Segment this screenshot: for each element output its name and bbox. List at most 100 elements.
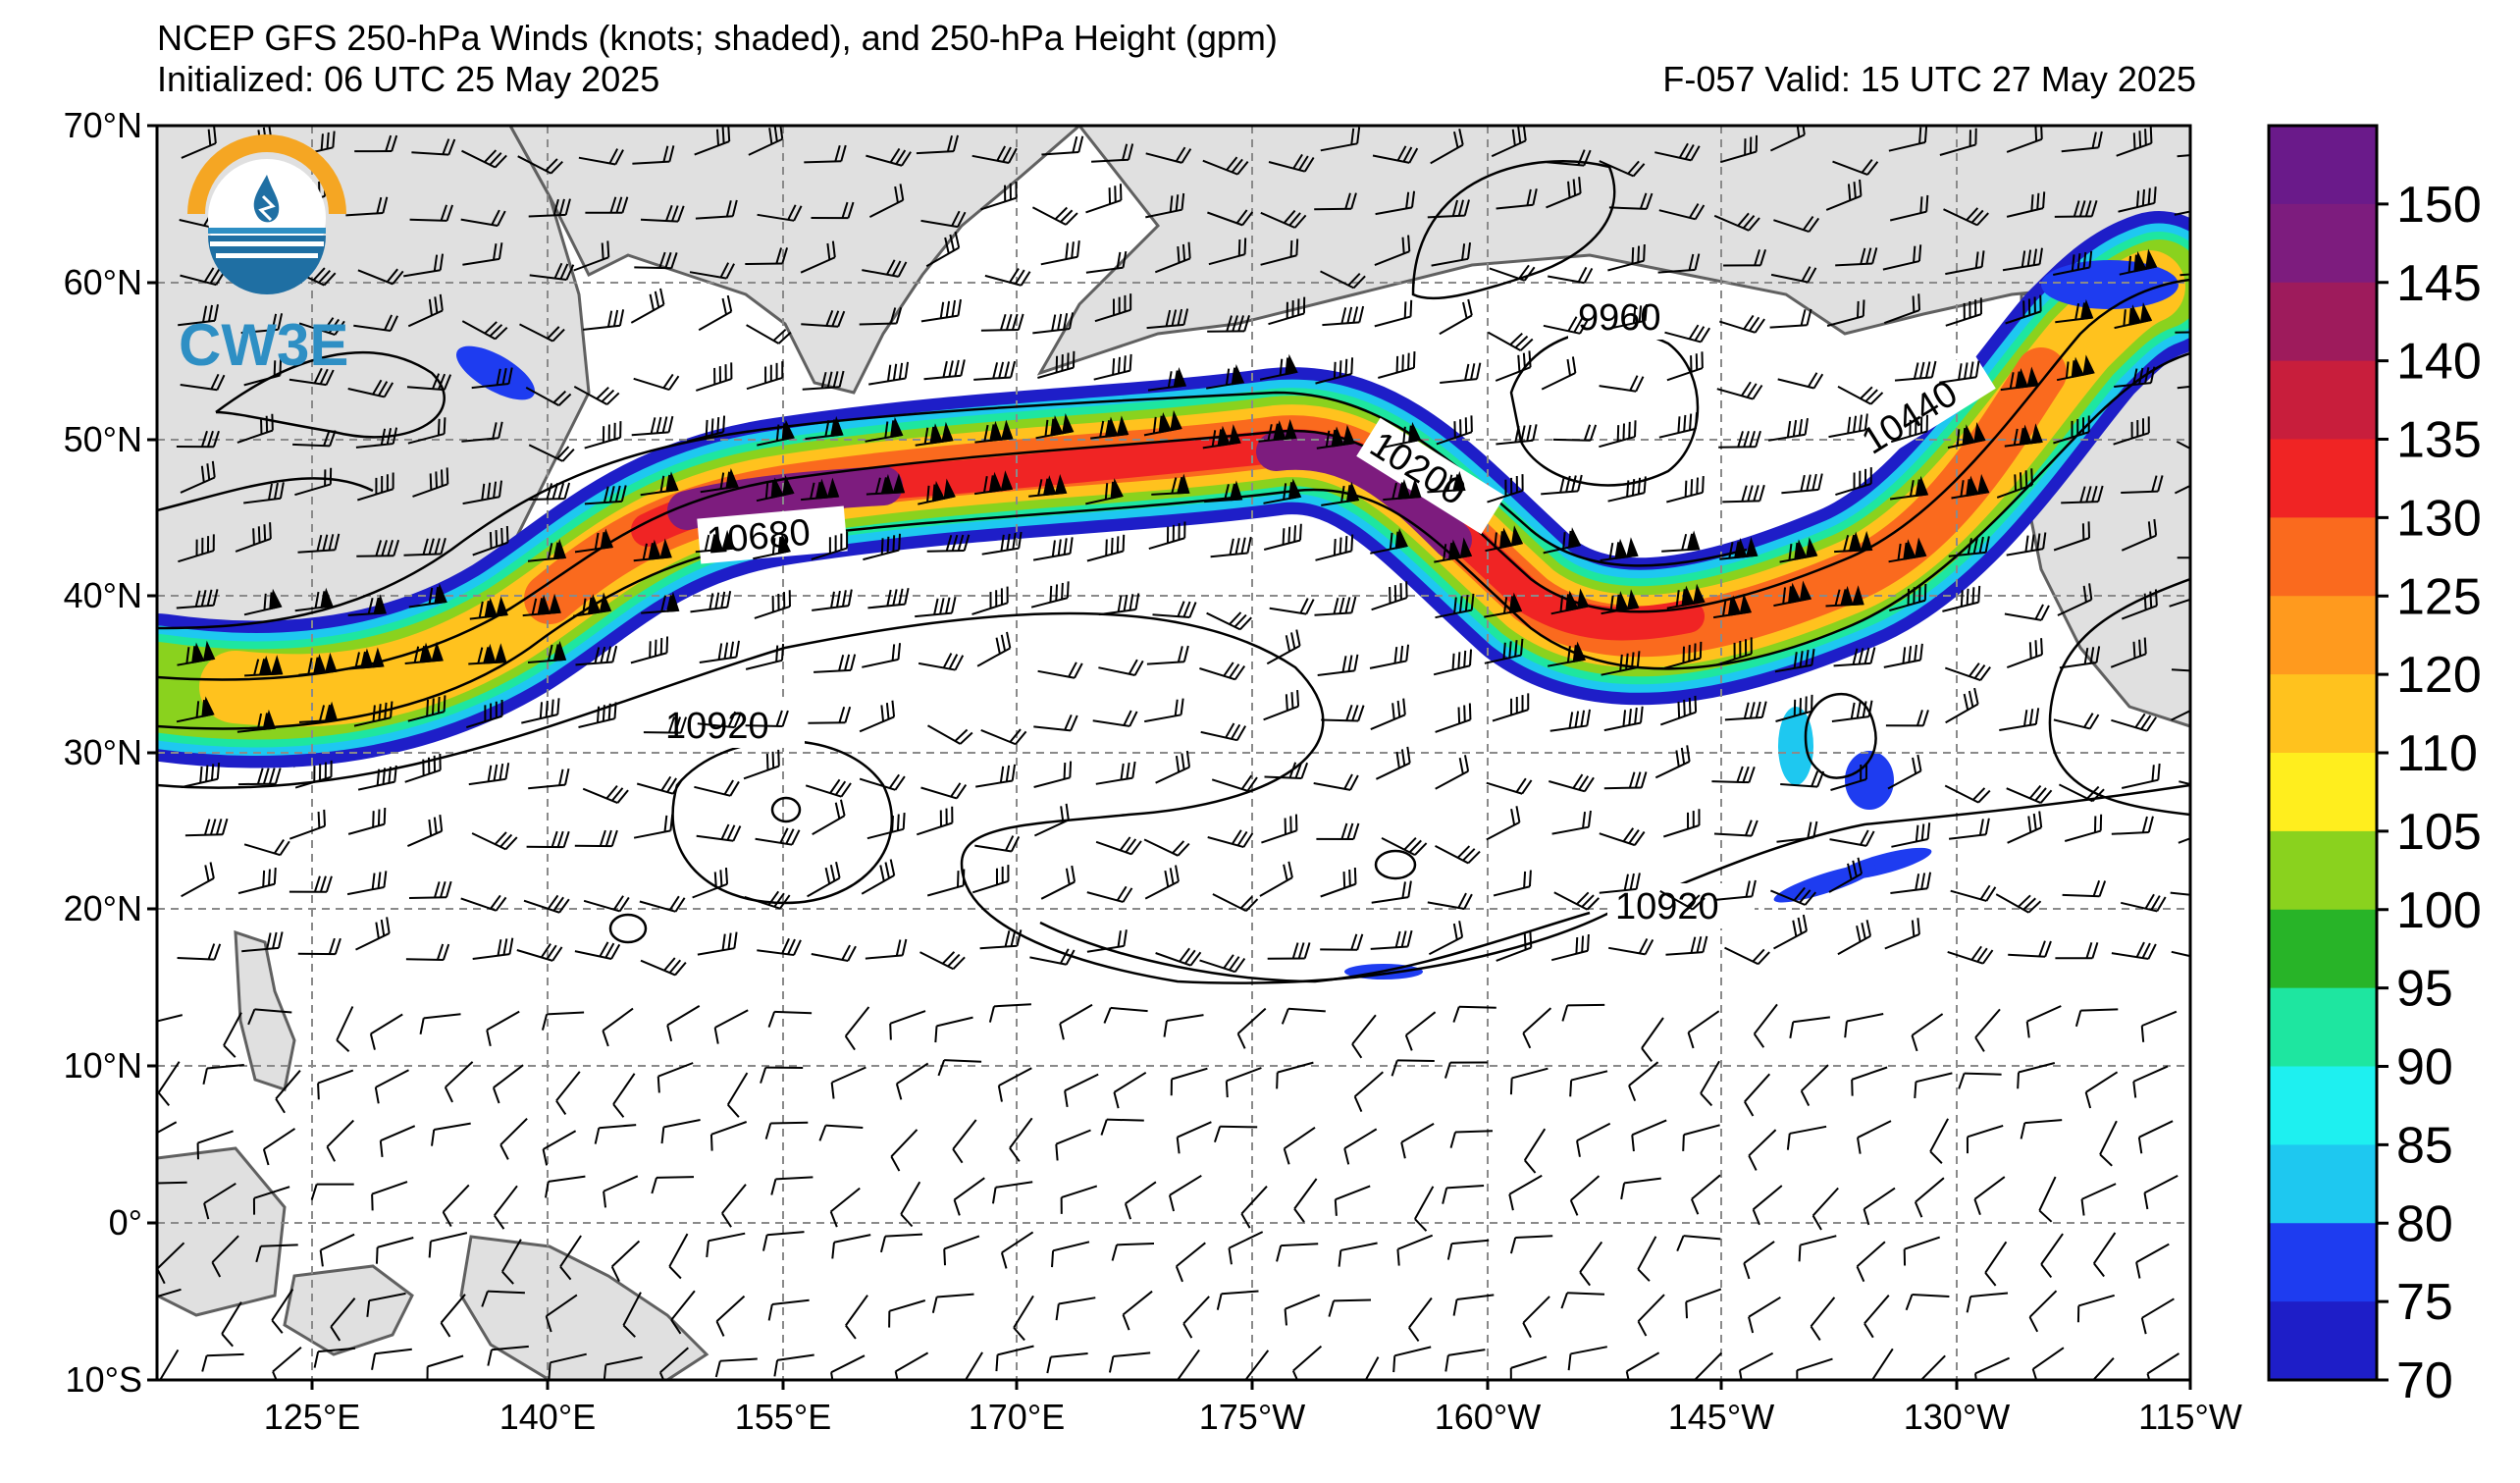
wind-barb — [1576, 1122, 1611, 1157]
colorbar-label: 150 — [2396, 177, 2482, 234]
lon-label-170e: 170°E — [969, 1397, 1065, 1437]
wind-barb — [866, 473, 906, 496]
wind-barb — [1124, 1181, 1157, 1220]
wind-barb — [1144, 698, 1184, 723]
wind-barb — [1435, 845, 1481, 865]
wind-barb — [1724, 946, 1770, 966]
wind-barb — [1599, 827, 1646, 847]
wind-barb — [1543, 527, 1582, 555]
wind-barb — [500, 1239, 522, 1285]
wind-barb — [375, 1237, 414, 1264]
wind-barb — [528, 198, 571, 218]
wind-barb — [2038, 1176, 2057, 1223]
wind-barb — [555, 1071, 581, 1115]
lat-label-equator: 0° — [109, 1202, 142, 1243]
wind-barb — [1659, 890, 1706, 911]
wind-barb — [1661, 530, 1701, 553]
wind-barb — [943, 1235, 980, 1266]
wind-barb — [974, 835, 1021, 853]
wind-barb — [240, 313, 284, 335]
wind-barb — [1334, 1185, 1371, 1216]
wind-barb — [326, 1119, 355, 1162]
indonesia-land — [283, 1264, 414, 1356]
wind-barb — [696, 823, 742, 842]
contour-cutoff — [1804, 692, 1877, 779]
wind-barb — [997, 1067, 1032, 1102]
wind-barb — [754, 590, 791, 619]
wind-barb — [1236, 1007, 1267, 1049]
wind-barb — [1151, 473, 1190, 496]
wind-barb — [357, 765, 397, 791]
wind-barb — [1767, 417, 1809, 442]
wind-barb — [487, 1345, 529, 1366]
wind-barb — [1825, 179, 1863, 211]
wind-barb — [1607, 476, 1647, 503]
wind-barb — [471, 367, 513, 390]
wind-barb — [2025, 1005, 2062, 1038]
wind-barb — [1170, 1067, 1208, 1096]
wind-barb — [988, 1003, 1031, 1023]
wind-barb — [1687, 1010, 1720, 1049]
wind-barb — [181, 762, 221, 789]
wind-barb — [811, 201, 855, 220]
wind-barb — [756, 475, 795, 503]
wind-barb — [347, 807, 387, 835]
wind-barb — [1032, 312, 1075, 335]
wind-barb — [1266, 629, 1301, 665]
wind-barb — [292, 429, 337, 448]
wind-barb — [991, 1181, 1033, 1204]
wind-barb — [1958, 1072, 2002, 1089]
wind-barb — [1947, 422, 1986, 450]
wind-barb — [1713, 820, 1759, 837]
wind-barb — [862, 643, 902, 668]
wind-barb — [1033, 714, 1078, 732]
wind-barb — [289, 875, 333, 893]
wind-barb — [1031, 206, 1078, 226]
wind-barb — [2053, 250, 2093, 276]
wind-barb — [633, 373, 680, 391]
wind-barb — [541, 1011, 585, 1031]
colorbar-swatch — [2269, 909, 2377, 989]
wind-barb — [353, 314, 398, 332]
wind-barb — [357, 472, 394, 502]
wind-barb — [1414, 1186, 1435, 1232]
wind-barb — [695, 529, 735, 554]
wind-barb — [573, 240, 610, 272]
wind-barb — [1085, 250, 1128, 274]
wind-barb — [1718, 430, 1761, 449]
wind-barb — [633, 814, 674, 839]
wind-barb — [1260, 238, 1299, 266]
wind-barb — [407, 695, 446, 722]
wind-barb — [639, 895, 686, 913]
wind-barb — [1713, 212, 1760, 232]
wind-barb — [1372, 145, 1419, 164]
wind-barb — [1826, 299, 1865, 327]
wind-barb — [298, 652, 338, 676]
contour-subtropical-2 — [1039, 911, 1591, 983]
wind-barb — [1863, 1187, 1896, 1226]
wind-barb — [1086, 885, 1133, 903]
wind-barb — [584, 485, 627, 505]
wind-barb — [1811, 1187, 1839, 1231]
wind-barb — [981, 531, 1023, 556]
wind-barb — [660, 1119, 701, 1144]
wind-barb — [1560, 1292, 1605, 1309]
wind-barb — [1434, 537, 1473, 563]
wind-barb — [1207, 209, 1254, 227]
wind-barb — [582, 309, 625, 331]
wind-barb — [1561, 1003, 1605, 1022]
wind-barb — [244, 655, 284, 677]
wind-barb — [355, 427, 398, 449]
wind-barb — [879, 1233, 923, 1253]
wind-barb — [211, 1235, 239, 1278]
wind-barb — [1774, 649, 1815, 673]
wind-barb — [1041, 135, 1084, 156]
wind-barb — [1830, 763, 1868, 791]
wind-barb — [812, 799, 846, 835]
wind-barb — [2061, 131, 2103, 153]
wind-barb — [1143, 409, 1182, 437]
colorbar-label: 135 — [2396, 412, 2482, 469]
wind-barb — [2114, 301, 2153, 330]
wind-barb — [748, 126, 784, 156]
wind-barb — [802, 370, 845, 391]
